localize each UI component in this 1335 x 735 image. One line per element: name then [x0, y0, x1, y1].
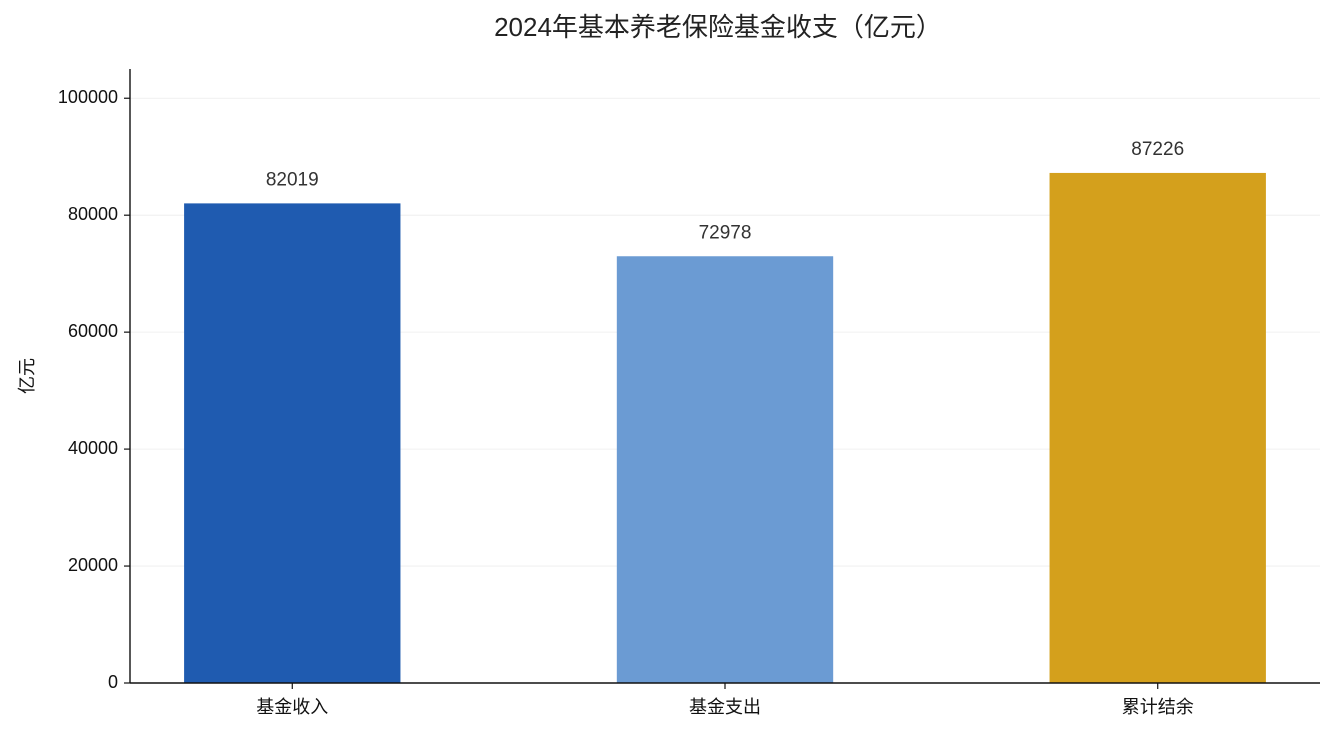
y-tick-label: 20000: [68, 555, 118, 575]
chart-title: 2024年基本养老保险基金收支（亿元）: [494, 12, 942, 42]
y-tick-label: 0: [108, 672, 118, 692]
bar: [184, 203, 401, 683]
y-tick-label: 80000: [68, 204, 118, 224]
y-axis-label: 亿元: [17, 358, 37, 394]
x-tick-label: 基金收入: [256, 697, 328, 717]
y-tick-label: 40000: [68, 438, 118, 458]
data-label: 82019: [266, 169, 319, 190]
y-tick-label: 60000: [68, 321, 118, 341]
x-tick-label: 基金支出: [689, 697, 761, 717]
x-tick-label: 累计结余: [1122, 697, 1194, 717]
data-label: 87226: [1131, 139, 1184, 160]
y-tick-label: 100000: [58, 87, 118, 107]
bar: [1049, 172, 1266, 683]
data-label: 72978: [699, 222, 752, 243]
bar: [616, 256, 834, 683]
